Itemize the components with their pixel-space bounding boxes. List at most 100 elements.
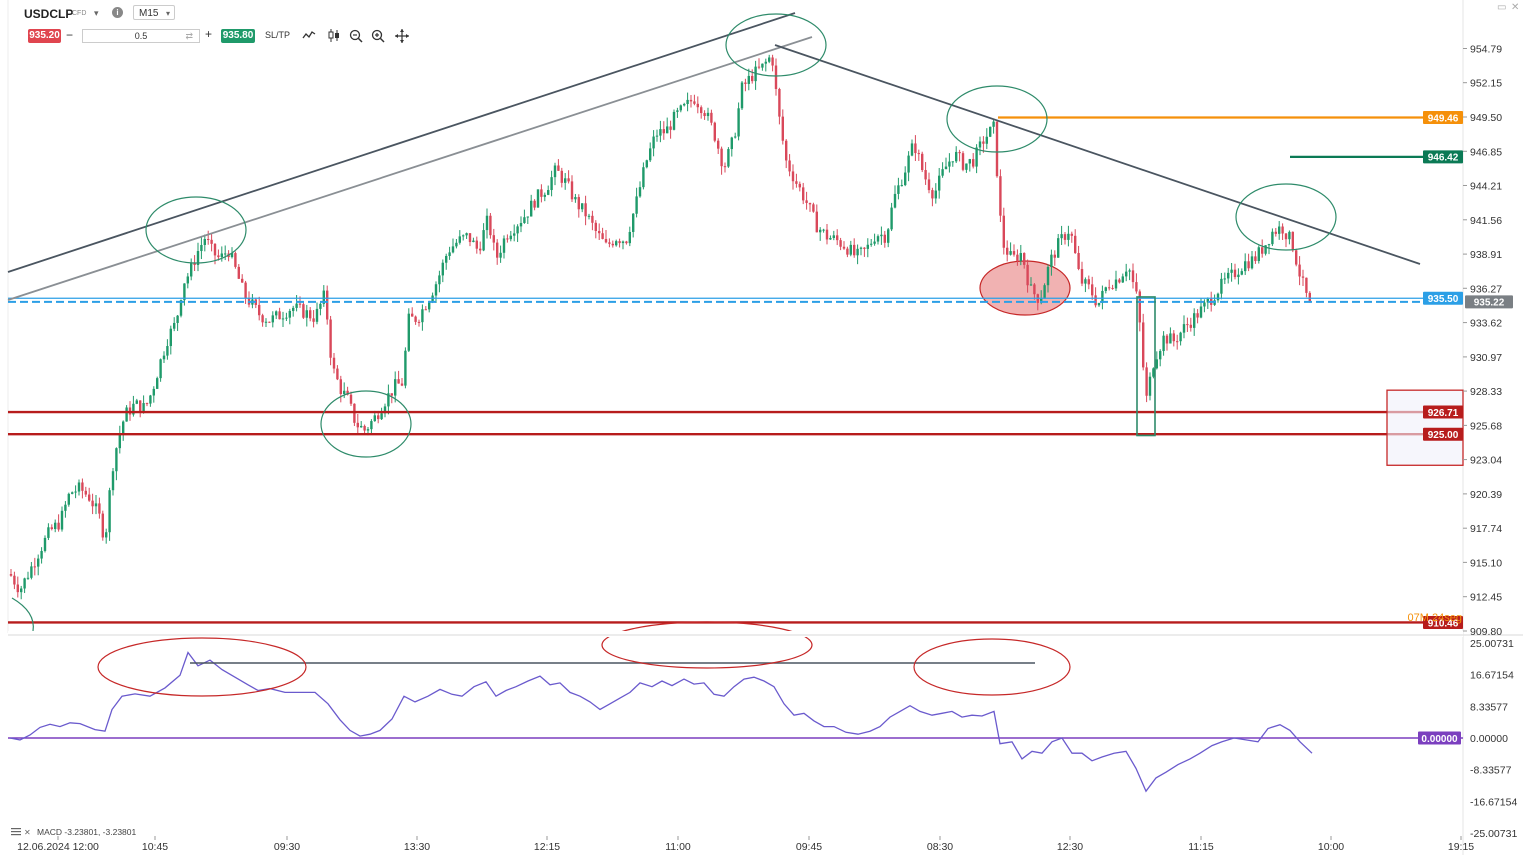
- candle: [543, 194, 546, 197]
- increase-quantity-button[interactable]: +: [205, 27, 213, 41]
- candle: [628, 231, 631, 244]
- candle: [394, 379, 397, 396]
- candle: [77, 482, 81, 492]
- candle: [805, 200, 808, 203]
- candle: [462, 235, 465, 237]
- time-tick-label: 12:15: [534, 841, 560, 853]
- candle: [207, 238, 210, 240]
- candle: [652, 136, 655, 149]
- candle: [74, 491, 77, 493]
- candle: [927, 179, 931, 191]
- price-axis[interactable]: 954.79 952.15 949.50 946.85 944.21 941.56 938.…: [1463, 44, 1517, 841]
- candle: [50, 527, 53, 530]
- candle: [428, 302, 431, 310]
- candle: [574, 197, 577, 200]
- candle: [322, 290, 325, 304]
- price-tick-label: 928.33: [1470, 386, 1502, 398]
- candle: [1087, 279, 1090, 285]
- candle: [1063, 234, 1067, 240]
- macd-legend: MACD -3.23801, -3.23801: [37, 827, 136, 837]
- macd-tick-label: -8.33577: [1470, 765, 1512, 777]
- candle: [958, 151, 961, 154]
- macd-line: [9, 651, 1313, 793]
- candle: [183, 283, 186, 301]
- candle: [217, 255, 220, 258]
- trade-toolbar: USDCLP CFD ▾ i M15 ▾ 935.20 − 0.5 ⇄ + 93…: [0, 0, 560, 48]
- decrease-quantity-button[interactable]: −: [66, 28, 74, 42]
- zoom-in-icon[interactable]: [371, 29, 385, 46]
- candle: [261, 315, 264, 323]
- spike-box: [1136, 296, 1156, 437]
- sl-tp-button[interactable]: SL/TP: [265, 30, 291, 40]
- zoom-out-icon[interactable]: [349, 29, 363, 46]
- candle: [1199, 306, 1203, 318]
- line-type-icon[interactable]: [302, 29, 316, 44]
- timeframe-select[interactable]: M15 ▾: [133, 5, 175, 20]
- candle: [377, 415, 380, 420]
- candle: [363, 425, 366, 431]
- candle: [1043, 285, 1046, 299]
- candlestick-icon[interactable]: [327, 29, 341, 45]
- candle: [1271, 231, 1274, 245]
- candle: [23, 578, 26, 589]
- restore-icon[interactable]: ▭: [1497, 2, 1507, 13]
- candle: [825, 229, 829, 240]
- price-level-label: 910.46: [1428, 618, 1459, 629]
- candle: [567, 178, 570, 182]
- candle: [655, 135, 659, 137]
- price-level-label: 946.42: [1428, 153, 1459, 164]
- candle: [319, 303, 322, 309]
- candle: [819, 229, 822, 233]
- candle: [863, 247, 866, 249]
- candle: [625, 241, 628, 244]
- candle: [108, 490, 111, 533]
- candle: [332, 357, 336, 369]
- close-icon[interactable]: ✕: [1511, 2, 1520, 13]
- candle: [489, 215, 492, 236]
- candle: [1125, 271, 1128, 277]
- candle: [159, 359, 162, 379]
- candle: [751, 75, 754, 82]
- candle: [502, 238, 506, 253]
- buy-button[interactable]: 935.80: [221, 29, 255, 43]
- time-axis[interactable]: 12.06.2024 12:00 10:45 09:30 13:30 12:15 11:0…: [17, 836, 1474, 853]
- candle: [499, 252, 502, 258]
- candle: [40, 550, 43, 559]
- candle: [234, 253, 237, 267]
- candle: [587, 215, 591, 217]
- candle: [196, 251, 200, 266]
- sell-button[interactable]: 935.20: [28, 29, 61, 43]
- macd-tick-label: -25.00731: [1470, 828, 1517, 840]
- candle: [1016, 254, 1019, 261]
- quantity-field[interactable]: 0.5 ⇄: [82, 29, 200, 43]
- candle: [1094, 295, 1097, 306]
- candle: [71, 492, 74, 494]
- descending-trendline: [774, 44, 1421, 265]
- info-icon[interactable]: i: [112, 7, 123, 18]
- candle: [594, 222, 597, 231]
- candle: [1074, 235, 1077, 253]
- candle: [519, 222, 523, 227]
- candle: [931, 190, 934, 199]
- symbol-dropdown-icon[interactable]: ▾: [94, 8, 99, 18]
- price-tick-label: 917.74: [1470, 523, 1502, 535]
- symbol-name[interactable]: USDCLP: [24, 7, 74, 21]
- candle: [523, 217, 526, 223]
- candle: [883, 234, 886, 243]
- candle: [135, 400, 138, 404]
- candle: [115, 448, 118, 472]
- candle: [421, 309, 424, 323]
- candle: [47, 527, 50, 538]
- candle: [162, 355, 166, 360]
- candle: [186, 276, 189, 284]
- crosshair-icon[interactable]: [395, 29, 409, 46]
- candle: [285, 317, 288, 319]
- panel-gap: [8, 631, 1463, 637]
- chevron-down-icon: ▾: [165, 9, 170, 18]
- candle: [802, 187, 805, 201]
- candle: [468, 233, 472, 243]
- candle: [329, 319, 332, 358]
- candle: [662, 129, 665, 134]
- candle: [870, 243, 873, 245]
